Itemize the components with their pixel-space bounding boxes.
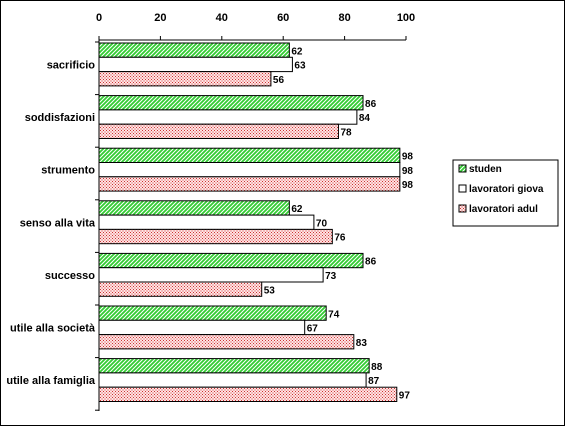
data-label-studen-senso-alla-vita: 62 bbox=[291, 204, 303, 215]
bar-lavoratori-giova-senso-alla-vita bbox=[98, 214, 315, 230]
data-label-lavoratori-adul-successo: 53 bbox=[264, 285, 276, 296]
category-label-utile-alla-famiglia: utile alla famiglia bbox=[6, 375, 96, 387]
data-label-lavoratori-adul-utile-alla-famiglia: 97 bbox=[399, 391, 411, 402]
data-label-lavoratori-adul-strumento: 98 bbox=[402, 180, 414, 191]
data-label-studen-successo: 86 bbox=[365, 257, 377, 268]
bar-layer bbox=[98, 42, 401, 403]
legend: studen lavoratori giova lavoratori adul bbox=[452, 159, 559, 227]
bar-studen-utile-alla-famiglia bbox=[98, 358, 370, 374]
bar-lavoratori-adul-utile-alla-societa bbox=[98, 334, 355, 350]
data-label-lavoratori-giova-utile-alla-societa: 67 bbox=[307, 324, 319, 335]
data-label-studen-soddisfazioni: 86 bbox=[365, 99, 377, 110]
x-tick-label: 20 bbox=[154, 12, 166, 24]
legend-label-lavoratori-giova: lavoratori giova bbox=[469, 184, 544, 195]
legend-label-studen: studen bbox=[469, 164, 502, 175]
data-label-lavoratori-adul-utile-alla-societa: 83 bbox=[356, 338, 368, 349]
category-label-senso-alla-vita: senso alla vita bbox=[20, 217, 96, 229]
legend-swatch-lavoratori-giova bbox=[458, 184, 467, 193]
bar-studen-senso-alla-vita bbox=[98, 200, 290, 216]
bar-studen-strumento bbox=[98, 147, 401, 163]
legend-swatch-studen bbox=[458, 164, 467, 173]
bar-lavoratori-giova-soddisfazioni bbox=[98, 109, 358, 125]
bar-studen-sacrificio bbox=[98, 42, 290, 58]
data-label-lavoratori-adul-soddisfazioni: 78 bbox=[340, 128, 352, 139]
bar-lavoratori-adul-soddisfazioni bbox=[98, 123, 339, 139]
bar-studen-soddisfazioni bbox=[98, 95, 364, 111]
data-label-lavoratori-giova-senso-alla-vita: 70 bbox=[316, 218, 328, 229]
category-label-utile-alla-societa: utile alla società bbox=[10, 322, 96, 334]
category-label-strumento: strumento bbox=[41, 165, 95, 177]
data-label-studen-utile-alla-famiglia: 88 bbox=[371, 362, 383, 373]
data-label-lavoratori-giova-utile-alla-famiglia: 87 bbox=[368, 376, 380, 387]
x-tick-label: 100 bbox=[397, 12, 415, 24]
bar-lavoratori-adul-utile-alla-famiglia bbox=[98, 386, 398, 403]
bar-lavoratori-adul-senso-alla-vita bbox=[98, 228, 333, 245]
bar-lavoratori-adul-successo bbox=[98, 281, 263, 297]
data-label-studen-strumento: 98 bbox=[402, 152, 414, 163]
legend-swatch-lavoratori-adul bbox=[458, 204, 467, 213]
data-label-studen-sacrificio: 62 bbox=[291, 46, 303, 57]
x-tick-label: 80 bbox=[338, 12, 350, 24]
x-tick-label: 60 bbox=[277, 12, 289, 24]
category-label-successo: successo bbox=[45, 270, 95, 282]
data-label-lavoratori-giova-successo: 73 bbox=[325, 271, 337, 282]
bar-studen-utile-alla-societa bbox=[98, 305, 327, 321]
data-label-lavoratori-giova-soddisfazioni: 84 bbox=[359, 113, 371, 124]
x-tick-label: 0 bbox=[96, 12, 102, 24]
bar-lavoratori-giova-sacrificio bbox=[98, 56, 293, 73]
data-label-lavoratori-adul-sacrificio: 56 bbox=[273, 75, 285, 86]
bar-lavoratori-giova-utile-alla-societa bbox=[98, 319, 306, 336]
category-label-soddisfazioni: soddisfazioni bbox=[25, 112, 95, 124]
label-layer: sacrificio 62 63 56 soddisfazioni 86 84 78 strum… bbox=[6, 46, 413, 401]
data-label-lavoratori-giova-sacrificio: 63 bbox=[294, 61, 306, 72]
data-label-lavoratori-adul-senso-alla-vita: 76 bbox=[334, 233, 346, 244]
legend-box bbox=[452, 159, 559, 227]
legend-label-lavoratori-adul: lavoratori adul bbox=[469, 204, 538, 215]
x-tick-label: 40 bbox=[216, 12, 228, 24]
data-label-lavoratori-giova-strumento: 98 bbox=[402, 166, 414, 177]
bar-lavoratori-giova-successo bbox=[98, 267, 324, 283]
bar-studen-successo bbox=[98, 252, 364, 269]
data-label-studen-utile-alla-societa: 74 bbox=[328, 309, 340, 320]
bar-lavoratori-giova-strumento bbox=[98, 162, 401, 178]
bar-lavoratori-giova-utile-alla-famiglia bbox=[98, 372, 367, 388]
category-label-sacrificio: sacrificio bbox=[47, 59, 96, 71]
bar-lavoratori-adul-sacrificio bbox=[98, 71, 272, 87]
bar-lavoratori-adul-strumento bbox=[98, 176, 401, 192]
